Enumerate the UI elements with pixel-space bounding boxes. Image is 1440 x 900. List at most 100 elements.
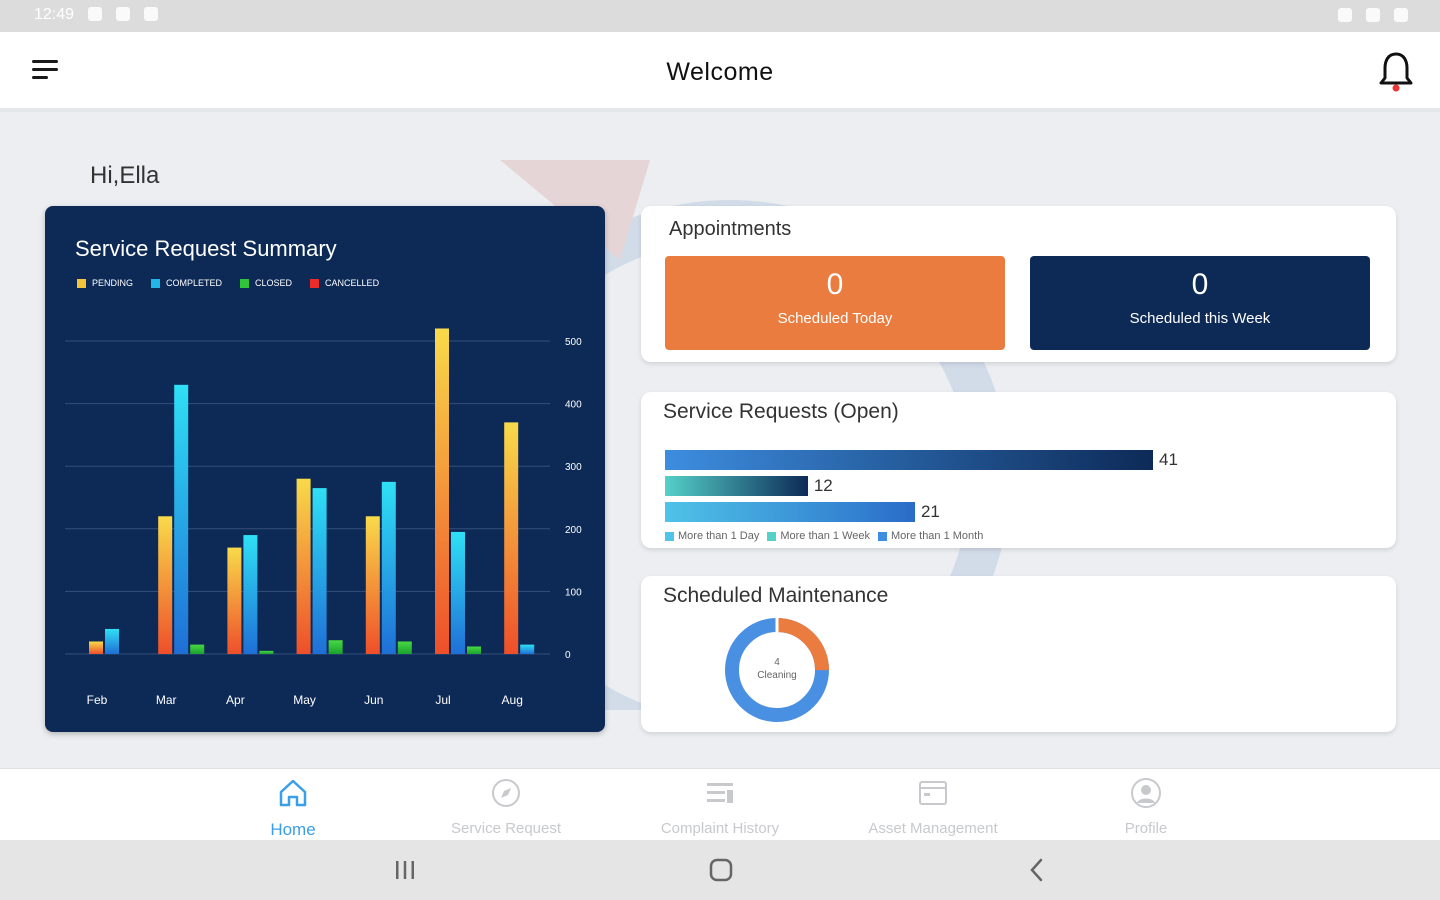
scheduled-today-count: 0 — [826, 268, 844, 301]
bar-more-than-1-day — [665, 502, 915, 522]
greeting: Hi,Ella — [90, 162, 160, 189]
back-icon[interactable] — [1023, 856, 1051, 884]
nav-label: Asset Management — [868, 820, 998, 837]
maintenance-card[interactable]: Scheduled Maintenance 4 Cleaning — [641, 576, 1396, 732]
menu-icon[interactable] — [32, 60, 60, 84]
legend-swatch — [240, 278, 250, 288]
bar-completed-mar — [174, 384, 189, 654]
bar-pending-may — [296, 478, 311, 654]
open-requests-card[interactable]: Service Requests (Open) 41 12 21 More th… — [641, 392, 1396, 548]
legend-item: More than 1 Month — [878, 530, 983, 542]
y-tick-label: 100 — [565, 587, 582, 598]
wave-icon — [116, 7, 130, 21]
legend-swatch — [878, 531, 888, 541]
nav-service-request[interactable]: Service Request — [416, 777, 596, 837]
x-tick-label: Jun — [364, 693, 383, 707]
bar-chart: 0 100 200 300 400 500 Feb Mar Apr May Jun Jul Aug — [65, 328, 582, 707]
bar-pending-jun — [365, 516, 380, 654]
video-icon — [88, 7, 102, 21]
bar-completed-jul — [451, 531, 465, 654]
bar-more-than-1-month — [665, 450, 1153, 470]
y-tick-label: 200 — [565, 525, 582, 536]
legend-swatch — [665, 531, 674, 541]
recent-apps-icon[interactable] — [391, 856, 419, 884]
bar-pending-mar — [158, 516, 173, 654]
nav-asset-management[interactable]: Asset Management — [843, 777, 1023, 837]
nav-label: Complaint History — [660, 820, 780, 837]
status-bar: 12:49 — [0, 0, 1440, 32]
bar-value-more-than-1-week: 12 — [813, 476, 833, 495]
legend-swatch — [310, 278, 320, 288]
appointments-card: Appointments 0 Scheduled Today 0 Schedul… — [641, 206, 1396, 362]
bar-pending-apr — [227, 547, 242, 654]
wifi-icon — [1366, 8, 1380, 22]
nav-complaint-history[interactable]: Complaint History — [630, 777, 810, 837]
nav-label: Service Request — [450, 820, 562, 837]
legend-swatch — [77, 278, 86, 288]
maintenance-donut-chart[interactable]: 4 Cleaning — [721, 614, 833, 726]
chart-legend: PENDING COMPLETED CLOSED CANCELLED — [77, 278, 379, 288]
x-tick-label: Aug — [502, 693, 523, 707]
service-request-summary-card[interactable]: Service Request Summary PENDING COMPLETE… — [45, 206, 605, 732]
bar-value-more-than-1-day: 21 — [920, 502, 940, 521]
y-tick-label: 300 — [565, 462, 582, 473]
bar-closed-jul — [467, 646, 481, 654]
home-button-icon[interactable] — [707, 856, 735, 884]
donut-count: 4 — [774, 657, 780, 668]
list-icon — [707, 783, 733, 803]
bar-pending-feb — [89, 641, 103, 654]
x-tick-label: May — [293, 693, 316, 707]
home-icon — [279, 779, 307, 807]
legend-closed: CLOSED — [240, 278, 292, 288]
bottom-navigation: Home Service Request Complaint History A… — [0, 768, 1440, 840]
appointments-title: Appointments — [669, 218, 792, 240]
bar-closed-jun — [397, 641, 412, 654]
x-tick-label: Apr — [226, 693, 245, 707]
mute-icon — [1338, 8, 1352, 22]
legend-swatch — [767, 531, 777, 541]
bar-completed-may — [312, 488, 327, 654]
scheduled-today-label: Scheduled Today — [777, 310, 893, 327]
bell-icon[interactable] — [1376, 48, 1416, 96]
notification-icons — [88, 7, 158, 21]
summary-title: Service Request Summary — [75, 236, 337, 261]
system-navigation-bar — [0, 840, 1440, 900]
bar-completed-aug — [520, 644, 535, 654]
page-title: Welcome — [666, 58, 774, 86]
folder-icon — [919, 781, 947, 805]
legend-item: More than 1 Day — [665, 530, 759, 542]
compass-icon — [492, 779, 520, 807]
scheduled-week-button[interactable]: 0 Scheduled this Week — [1030, 256, 1370, 350]
scheduled-week-count: 0 — [1191, 268, 1209, 301]
bar-pending-jul — [435, 328, 449, 654]
legend-pending: PENDING — [77, 278, 133, 288]
legend-completed: COMPLETED — [151, 278, 222, 288]
scheduled-today-button[interactable]: 0 Scheduled Today — [665, 256, 1005, 350]
donut-label: Cleaning — [757, 670, 796, 681]
x-tick-label: Jul — [435, 693, 450, 707]
bar-completed-feb — [105, 628, 119, 654]
y-tick-label: 400 — [565, 400, 582, 411]
x-tick-label: Feb — [87, 693, 108, 707]
bar-closed-apr — [259, 650, 274, 654]
y-tick-label: 500 — [565, 337, 582, 348]
maintenance-title: Scheduled Maintenance — [663, 584, 889, 607]
system-status-icons — [1338, 8, 1408, 22]
legend-swatch — [151, 278, 161, 288]
scheduled-week-label: Scheduled this Week — [1129, 310, 1271, 327]
bar-completed-apr — [243, 535, 258, 654]
bar-completed-jun — [381, 481, 396, 654]
person-icon — [1131, 778, 1161, 808]
battery-icon — [1394, 8, 1408, 22]
open-requests-title: Service Requests (Open) — [663, 400, 899, 423]
nav-profile[interactable]: Profile — [1056, 777, 1236, 837]
nav-home[interactable]: Home — [203, 777, 383, 840]
bar-more-than-1-week — [665, 476, 808, 496]
app-bar: Welcome — [0, 32, 1440, 112]
bar-closed-may — [328, 640, 343, 654]
legend-item: More than 1 Week — [767, 530, 870, 542]
wave-icon — [144, 7, 158, 21]
bar-closed-mar — [190, 644, 205, 654]
nav-label: Profile — [1124, 820, 1168, 837]
x-tick-label: Mar — [156, 693, 177, 707]
